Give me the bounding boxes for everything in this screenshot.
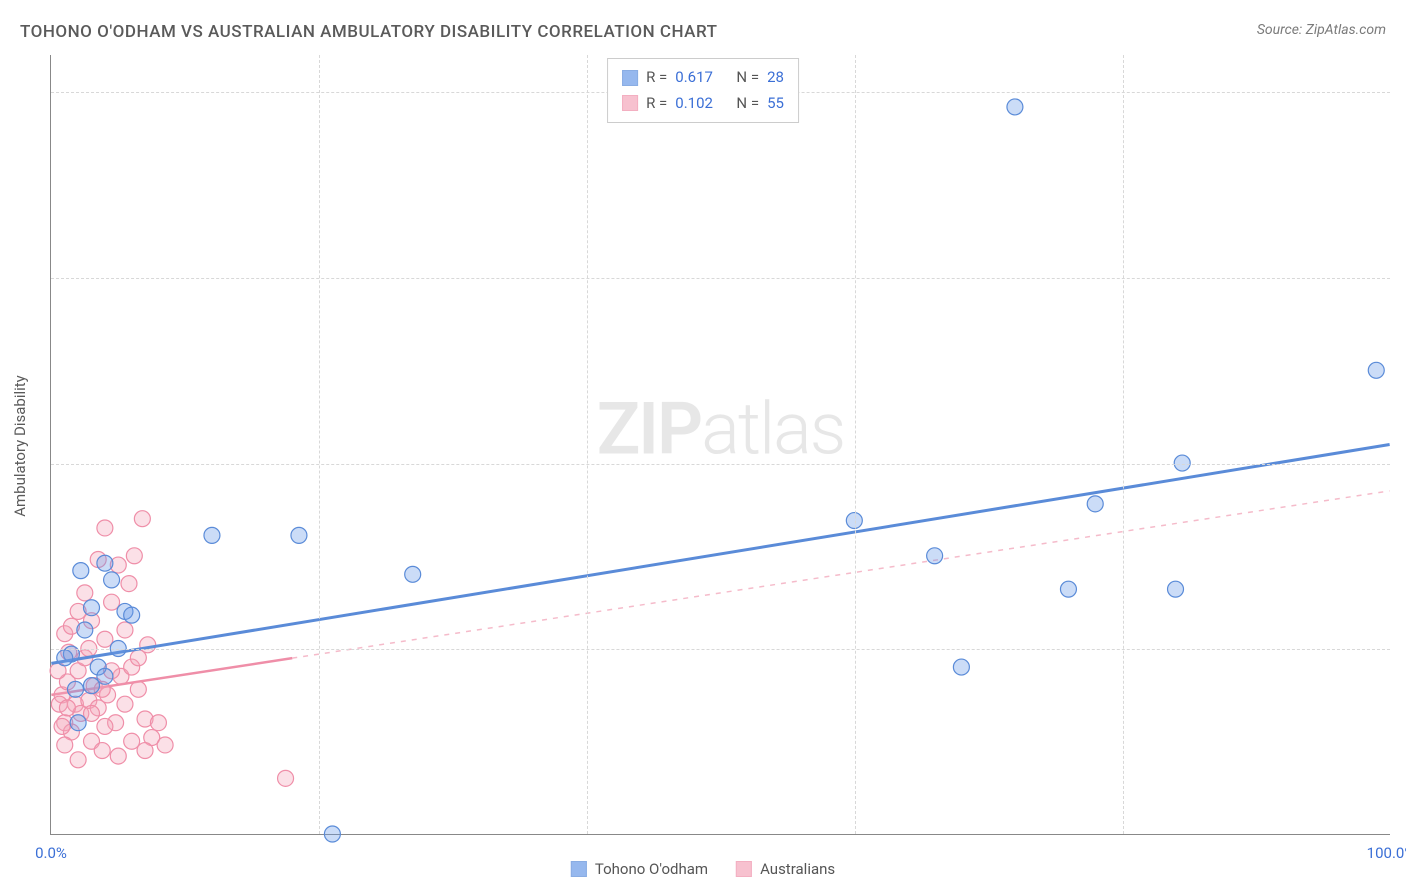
data-point: [953, 659, 969, 675]
n-value-2: 55: [767, 91, 784, 117]
r-value-2: 0.102: [675, 91, 713, 117]
r-label: R =: [646, 65, 667, 91]
data-point: [97, 555, 113, 571]
data-point: [57, 650, 73, 666]
data-point: [110, 748, 126, 764]
data-point: [124, 733, 140, 749]
legend-label-1: Tohono O'odham: [595, 860, 708, 878]
data-point: [77, 585, 93, 601]
data-point: [57, 737, 73, 753]
gridline-v: [319, 55, 320, 834]
gridline-v: [1123, 55, 1124, 834]
r-label: R =: [646, 91, 667, 117]
legend-swatch-2: [736, 861, 752, 877]
stats-row-1: R = 0.617 N = 28: [622, 65, 784, 91]
data-point: [150, 715, 166, 731]
gridline-h: [51, 649, 1390, 650]
data-point: [1060, 581, 1076, 597]
legend-label-2: Australians: [760, 860, 835, 878]
data-point: [405, 566, 421, 582]
data-point: [278, 770, 294, 786]
data-point: [324, 826, 340, 842]
gridline-v: [855, 55, 856, 834]
data-point: [94, 743, 110, 759]
data-point: [126, 548, 142, 564]
stats-row-2: R = 0.102 N = 55: [622, 91, 784, 117]
data-point: [121, 576, 137, 592]
stats-box: R = 0.617 N = 28 R = 0.102 N = 55: [607, 58, 799, 123]
n-label: N =: [736, 91, 759, 117]
data-point: [84, 705, 100, 721]
data-point: [70, 715, 86, 731]
legend-item-1: Tohono O'odham: [571, 860, 708, 878]
r-value-1: 0.617: [675, 65, 713, 91]
data-point: [157, 737, 173, 753]
gridline-h: [51, 278, 1390, 279]
y-axis-label: Ambulatory Disability: [11, 375, 29, 517]
data-point: [59, 700, 75, 716]
data-point: [73, 563, 89, 579]
data-point: [1168, 581, 1184, 597]
trend-line-dashed: [292, 491, 1389, 658]
chart-svg: [51, 55, 1390, 834]
data-point: [97, 520, 113, 536]
legend-item-2: Australians: [736, 860, 835, 878]
data-point: [130, 681, 146, 697]
n-value-1: 28: [767, 65, 784, 91]
data-point: [97, 631, 113, 647]
data-point: [1087, 496, 1103, 512]
data-point: [97, 668, 113, 684]
data-point: [291, 527, 307, 543]
x-tick-label: 0.0%: [35, 844, 67, 862]
data-point: [117, 622, 133, 638]
data-point: [67, 681, 83, 697]
data-point: [97, 718, 113, 734]
data-point: [1007, 99, 1023, 115]
n-label: N =: [736, 65, 759, 91]
swatch-series-1: [622, 70, 638, 86]
data-point: [54, 718, 70, 734]
gridline-v: [587, 55, 588, 834]
chart-title: TOHONO O'ODHAM VS AUSTRALIAN AMBULATORY …: [20, 22, 717, 42]
data-point: [204, 527, 220, 543]
plot-area: ZIPatlas 10.0%20.0%30.0%40.0%0.0%100.0%: [50, 55, 1390, 835]
data-point: [84, 600, 100, 616]
data-point: [70, 752, 86, 768]
data-point: [134, 511, 150, 527]
data-point: [104, 594, 120, 610]
legend-swatch-1: [571, 861, 587, 877]
data-point: [104, 572, 120, 588]
swatch-series-2: [622, 95, 638, 111]
data-point: [137, 743, 153, 759]
trend-line-solid: [51, 445, 1389, 664]
data-point: [84, 678, 100, 694]
data-point: [130, 650, 146, 666]
x-tick-label: 100.0%: [1367, 844, 1406, 862]
source-attribution: Source: ZipAtlas.com: [1257, 22, 1386, 38]
data-point: [77, 622, 93, 638]
gridline-h: [51, 464, 1390, 465]
data-point: [117, 696, 133, 712]
data-point: [927, 548, 943, 564]
data-point: [1368, 362, 1384, 378]
data-point: [124, 607, 140, 623]
bottom-legend: Tohono O'odham Australians: [571, 860, 835, 878]
